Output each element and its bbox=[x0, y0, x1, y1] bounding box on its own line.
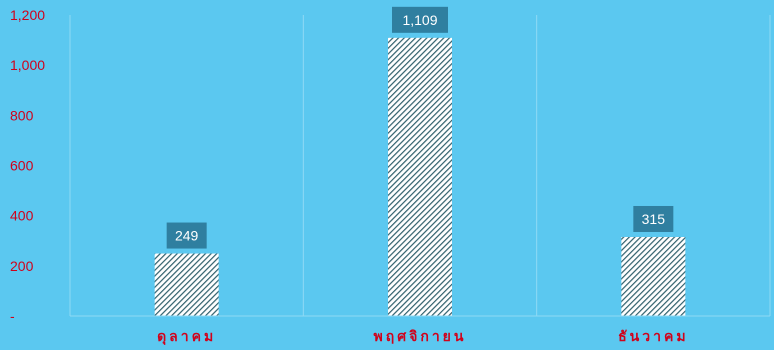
bar bbox=[154, 253, 219, 316]
y-tick-label: 200 bbox=[10, 258, 34, 274]
y-tick-label: 1,200 bbox=[10, 7, 45, 23]
x-tick-label: ธันวาคม bbox=[618, 329, 688, 345]
y-tick-label: 600 bbox=[10, 158, 34, 174]
y-tick-label: 1,000 bbox=[10, 57, 45, 73]
data-label-box bbox=[633, 205, 674, 232]
data-label-box bbox=[392, 6, 448, 33]
data-label: 315 bbox=[642, 211, 666, 227]
y-tick-label: 800 bbox=[10, 107, 34, 123]
data-label-box bbox=[166, 222, 207, 249]
bar bbox=[388, 37, 452, 316]
x-tick-label: ดุลาคม bbox=[157, 329, 216, 345]
gridlines bbox=[69, 15, 771, 316]
data-label: 1,109 bbox=[402, 12, 437, 28]
y-tick-label: - bbox=[10, 308, 15, 324]
y-tick-label: 400 bbox=[10, 208, 34, 224]
bars-group bbox=[154, 37, 686, 316]
bar bbox=[621, 236, 686, 316]
data-labels-group: 249 1,109 315 bbox=[166, 6, 674, 249]
x-tick-label: พฤศจิกายน bbox=[374, 329, 467, 345]
axes: - 200 400 600 800 1,000 1,200 ดุลาคม พฤศจิกายน ธั… bbox=[10, 7, 770, 345]
data-label: 249 bbox=[175, 228, 199, 244]
